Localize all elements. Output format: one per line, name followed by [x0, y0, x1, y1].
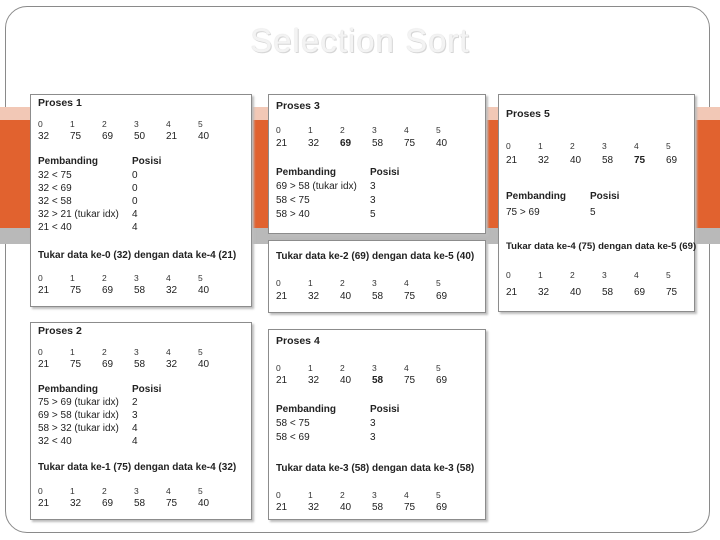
compare-header: Pembanding Posisi	[506, 191, 620, 202]
panel-header: Proses 1	[38, 97, 82, 109]
swap-note: Tukar data ke-4 (75) dengan data ke-5 (6…	[506, 241, 697, 252]
panel-proses-3-result: Tukar data ke-2 (69) dengan data ke-5 (4…	[268, 240, 486, 313]
value-row: 21 32 40 58 75 69	[276, 291, 448, 302]
compare-row: 58 > 32 (tukar idx) 4	[38, 423, 138, 434]
compare-row: 32 > 21 (tukar idx) 4	[38, 209, 138, 220]
compare-row: 58 > 40 5	[276, 209, 376, 220]
compare-row: 32 < 75 0	[38, 170, 138, 181]
compare-row: 69 > 58 (tukar idx) 3	[276, 181, 376, 192]
panel-header: Proses 3	[276, 100, 320, 112]
value-row: 32 75 69 50 21 40	[38, 131, 210, 142]
swap-note: Tukar data ke-1 (75) dengan data ke-4 (3…	[38, 462, 237, 473]
value-row: 21 32 69 58 75 40	[38, 498, 210, 509]
value-row: 21 75 69 58 32 40	[38, 285, 210, 296]
swap-note: Tukar data ke-2 (69) dengan data ke-5 (4…	[276, 251, 475, 262]
value-row: 21 32 40 58 75 69	[276, 502, 448, 513]
compare-row: 58 < 75 3	[276, 418, 376, 429]
compare-row: 75 > 69 (tukar idx) 2	[38, 397, 138, 408]
compare-row: 58 < 69 3	[276, 432, 376, 443]
compare-row: 32 < 69 0	[38, 183, 138, 194]
compare-row: 75 > 69 5	[506, 207, 596, 218]
compare-header: Pembanding Posisi	[38, 384, 162, 395]
value-row: 21 32 40 58 75 69	[506, 155, 678, 166]
compare-row: 21 < 40 4	[38, 222, 138, 233]
compare-row: 69 > 58 (tukar idx) 3	[38, 410, 138, 421]
compare-header: Pembanding Posisi	[38, 156, 162, 167]
compare-row: 32 < 40 4	[38, 436, 138, 447]
panel-header: Proses 5	[506, 108, 550, 120]
value-row: 21 75 69 58 32 40	[38, 359, 210, 370]
compare-row: 58 < 75 3	[276, 195, 376, 206]
value-row: 21 32 40 58 75 69	[276, 375, 448, 386]
panel-header: Proses 4	[276, 335, 320, 347]
compare-header: Pembanding Posisi	[276, 404, 400, 415]
value-row: 21 32 69 58 75 40	[276, 138, 448, 149]
compare-row: 32 < 58 0	[38, 196, 138, 207]
slide-title: Selection Sort	[250, 22, 470, 59]
swap-note: Tukar data ke-3 (58) dengan data ke-3 (5…	[276, 463, 475, 474]
compare-header: Pembanding Posisi	[276, 167, 400, 178]
swap-note: Tukar data ke-0 (32) dengan data ke-4 (2…	[38, 250, 237, 261]
value-row: 21 32 40 58 69 75	[506, 287, 678, 298]
panel-header: Proses 2	[38, 325, 82, 337]
